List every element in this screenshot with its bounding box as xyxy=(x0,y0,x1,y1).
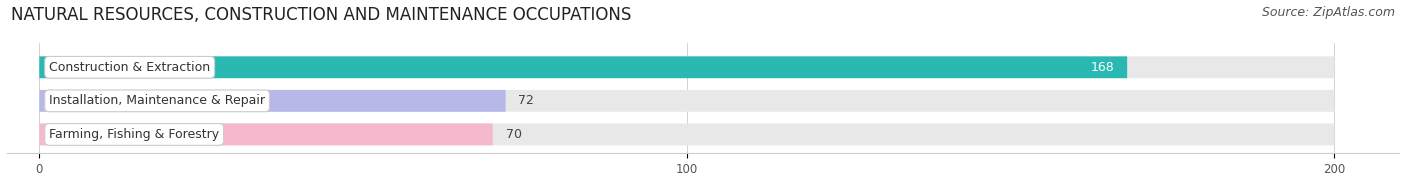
Text: NATURAL RESOURCES, CONSTRUCTION AND MAINTENANCE OCCUPATIONS: NATURAL RESOURCES, CONSTRUCTION AND MAIN… xyxy=(11,6,631,24)
Text: 168: 168 xyxy=(1091,61,1114,74)
Text: Farming, Fishing & Forestry: Farming, Fishing & Forestry xyxy=(49,128,219,141)
FancyBboxPatch shape xyxy=(39,90,506,112)
Text: Source: ZipAtlas.com: Source: ZipAtlas.com xyxy=(1261,6,1395,19)
FancyBboxPatch shape xyxy=(39,56,1334,78)
Text: Installation, Maintenance & Repair: Installation, Maintenance & Repair xyxy=(49,94,266,107)
Text: 70: 70 xyxy=(506,128,522,141)
FancyBboxPatch shape xyxy=(39,90,1334,112)
Text: Construction & Extraction: Construction & Extraction xyxy=(49,61,211,74)
FancyBboxPatch shape xyxy=(39,56,1128,78)
FancyBboxPatch shape xyxy=(39,123,1334,145)
Text: 72: 72 xyxy=(519,94,534,107)
FancyBboxPatch shape xyxy=(39,123,492,145)
